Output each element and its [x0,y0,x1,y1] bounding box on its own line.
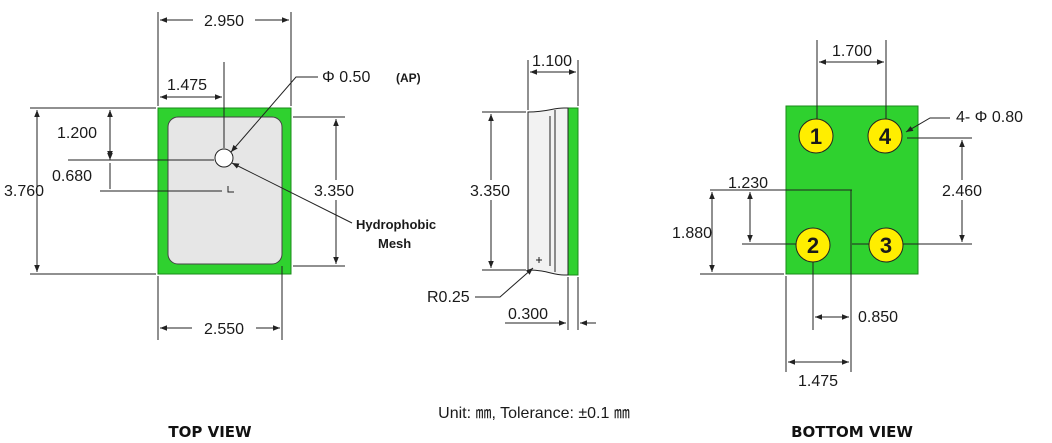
dim-width-inner: 2.550 [204,321,244,338]
dim-pad-diameter: 4- Φ 0.80 [956,109,1023,126]
radius-leader [475,268,533,297]
dim-pad-offset-y: 1.880 [672,225,712,242]
dim-center-x: 1.475 [798,373,838,390]
top-view-caption: TOP VIEW [168,423,252,441]
dim-height-outer: 3.760 [4,183,44,200]
dim-width-half: 1.475 [167,77,207,94]
aperture-label: Φ 0.50 [322,69,370,86]
pad-2: 2 [796,228,830,262]
side-green-layer [568,108,578,275]
dim-center-offset: 1.230 [728,175,768,192]
acoustic-port [215,149,233,167]
bottom-view: 1 4 2 3 1.700 4- Φ 0.80 1.230 2.460 1.88… [670,40,1023,441]
pad-2-label: 2 [807,233,819,258]
dim-pad-pitch-x: 1.700 [832,43,872,60]
dim-offset-port: 0.680 [52,168,92,185]
pad-4: 4 [868,119,902,153]
dim-offset-top: 1.200 [57,125,97,142]
dim-lip: 0.300 [508,306,548,323]
radius-label: R0.25 [427,289,470,306]
unit-note: Unit: ㎜, Tolerance: ±0.1 ㎜ [438,405,630,422]
mesh-label-line1: Hydrophobic [356,217,436,232]
dim-thickness: 1.100 [532,53,572,70]
dim-height: 3.350 [470,183,510,200]
side-view: 1.100 3.350 R0.25 0.300 [427,53,596,330]
bottom-view-caption: BOTTOM VIEW [791,423,913,441]
top-view: 2.950 1.475 Φ 0.50 (AP) 3.760 1.200 0.68… [4,10,436,441]
dim-width-outer: 2.950 [204,13,244,30]
dim-pad-pitch-y: 2.460 [942,183,982,200]
dim-pad-offset-x: 0.850 [858,309,898,326]
pad-3: 3 [869,228,903,262]
aperture-tag: (AP) [396,71,421,85]
dim-height-inner: 3.350 [314,183,354,200]
pad-4-label: 4 [879,124,892,149]
pad-3-label: 3 [880,233,892,258]
pad-1: 1 [799,119,833,153]
mesh-label-line2: Mesh [378,236,411,251]
side-metal-lid [528,108,568,275]
pad-1-label: 1 [810,124,822,149]
